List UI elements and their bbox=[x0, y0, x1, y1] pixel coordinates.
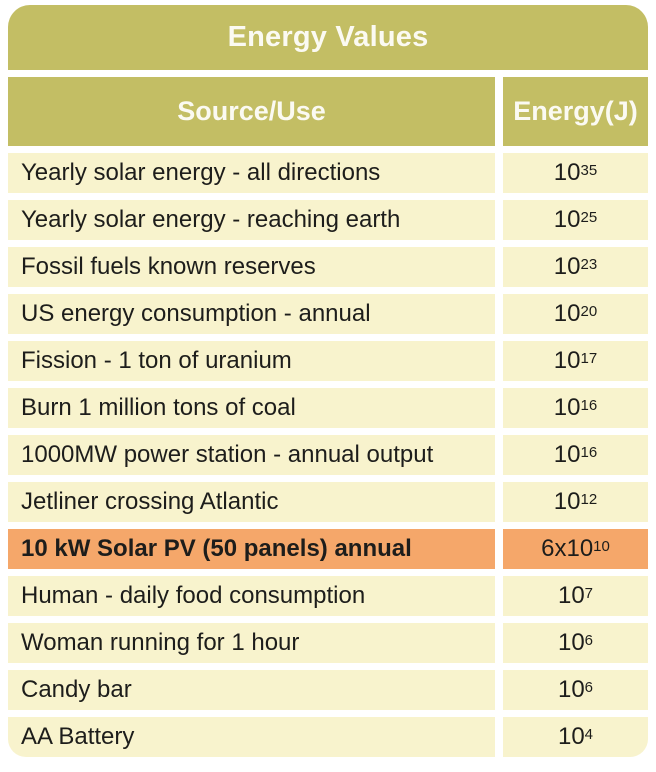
table-row: Yearly solar energy - reaching earth 10 25 bbox=[8, 200, 648, 240]
table-row: AA Battery 10 4 bbox=[8, 717, 648, 757]
row-energy-value: 10 23 bbox=[503, 247, 648, 287]
table-row: Jetliner crossing Atlantic 10 12 bbox=[8, 482, 648, 522]
row-source-label: Fossil fuels known reserves bbox=[8, 247, 495, 287]
table-row: Burn 1 million tons of coal 10 16 bbox=[8, 388, 648, 428]
row-energy-value: 10 7 bbox=[503, 576, 648, 616]
table-row: US energy consumption - annual 10 20 bbox=[8, 294, 648, 334]
row-source-label: 10 kW Solar PV (50 panels) annual bbox=[8, 529, 495, 569]
table-row: Yearly solar energy - all directions 10 35 bbox=[8, 153, 648, 193]
row-source-label: Yearly solar energy - all directions bbox=[8, 153, 495, 193]
energy-value-base: 10 bbox=[553, 488, 581, 515]
table-header-row: Source/Use Energy(J) bbox=[8, 77, 648, 146]
table-row: Fossil fuels known reserves 10 23 bbox=[8, 247, 648, 287]
energy-value-base: 10 bbox=[553, 253, 581, 280]
row-source-label: Woman running for 1 hour bbox=[8, 623, 495, 663]
energy-value-base: 6x10 bbox=[541, 535, 594, 562]
energy-value-base: 10 bbox=[557, 723, 585, 750]
row-energy-value: 10 6 bbox=[503, 623, 648, 663]
energy-value-base: 10 bbox=[553, 441, 581, 468]
energy-value-base: 10 bbox=[557, 582, 585, 609]
row-source-label: 1000MW power station - annual output bbox=[8, 435, 495, 475]
row-source-label: US energy consumption - annual bbox=[8, 294, 495, 334]
column-header-source-use: Source/Use bbox=[8, 77, 495, 146]
row-energy-value: 10 12 bbox=[503, 482, 648, 522]
row-energy-value: 10 4 bbox=[503, 717, 648, 757]
table-body: Yearly solar energy - all directions 10 35… bbox=[8, 153, 648, 757]
table-row: Fission - 1 ton of uranium 10 17 bbox=[8, 341, 648, 381]
row-energy-value: 10 20 bbox=[503, 294, 648, 334]
row-energy-value: 10 17 bbox=[503, 341, 648, 381]
row-energy-value: 10 16 bbox=[503, 435, 648, 475]
energy-value-base: 10 bbox=[553, 206, 581, 233]
row-energy-value: 6x10 10 bbox=[503, 529, 648, 569]
table-row: 1000MW power station - annual output 10 16 bbox=[8, 435, 648, 475]
table-row: Candy bar 10 6 bbox=[8, 670, 648, 710]
row-source-label: AA Battery bbox=[8, 717, 495, 757]
energy-value-base: 10 bbox=[553, 159, 581, 186]
row-source-label: Burn 1 million tons of coal bbox=[8, 388, 495, 428]
row-source-label: Yearly solar energy - reaching earth bbox=[8, 200, 495, 240]
row-source-label: Fission - 1 ton of uranium bbox=[8, 341, 495, 381]
row-energy-value: 10 16 bbox=[503, 388, 648, 428]
table-row: Human - daily food consumption 10 7 bbox=[8, 576, 648, 616]
energy-value-base: 10 bbox=[557, 629, 585, 656]
table-title: Energy Values bbox=[227, 21, 429, 53]
row-energy-value: 10 25 bbox=[503, 200, 648, 240]
table-title-bar: Energy Values bbox=[8, 5, 648, 70]
energy-value-base: 10 bbox=[553, 347, 581, 374]
table-row-highlighted: 10 kW Solar PV (50 panels) annual 6x10 10 bbox=[8, 529, 648, 569]
row-source-label: Human - daily food consumption bbox=[8, 576, 495, 616]
energy-values-table: Energy Values Source/Use Energy(J) Yearl… bbox=[8, 5, 648, 757]
row-source-label: Jetliner crossing Atlantic bbox=[8, 482, 495, 522]
energy-value-base: 10 bbox=[557, 676, 585, 703]
row-source-label: Candy bar bbox=[8, 670, 495, 710]
row-energy-value: 10 35 bbox=[503, 153, 648, 193]
table-row: Woman running for 1 hour 10 6 bbox=[8, 623, 648, 663]
row-energy-value: 10 6 bbox=[503, 670, 648, 710]
energy-value-base: 10 bbox=[553, 300, 581, 327]
column-header-energy: Energy(J) bbox=[503, 77, 648, 146]
energy-value-base: 10 bbox=[553, 394, 581, 421]
